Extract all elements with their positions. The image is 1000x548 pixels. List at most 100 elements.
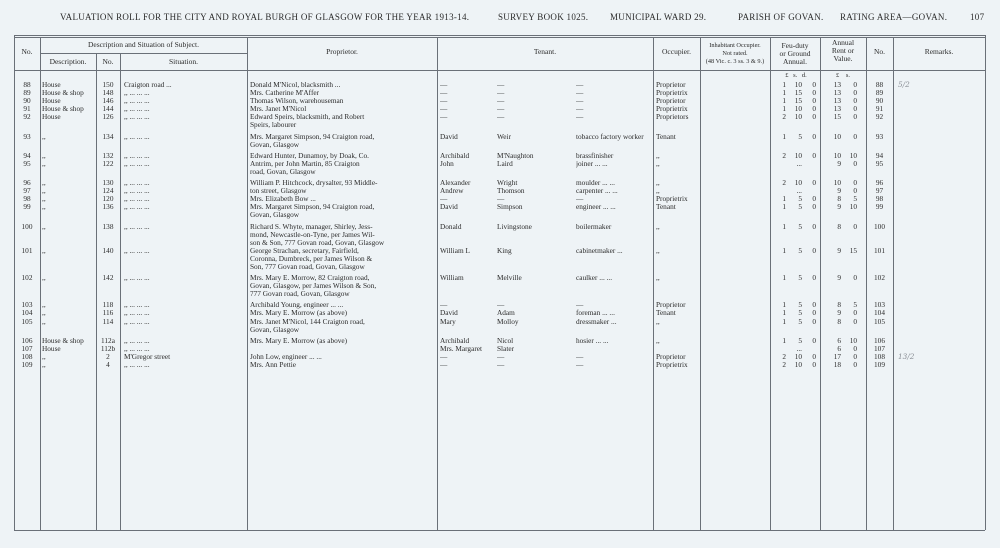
cell-fl: 1 <box>782 309 786 318</box>
table-row: Speirs, labourer <box>0 121 1000 129</box>
cell-rl: 13 <box>833 97 841 106</box>
cell-no: 98 <box>23 195 31 204</box>
rule <box>40 53 247 54</box>
cell-t3: — <box>576 97 584 106</box>
cell-occ: Tenant <box>656 203 676 212</box>
cell-fd: 0 <box>812 151 816 160</box>
cell-t2: M'Naughton <box>497 151 534 160</box>
table-body: 88 House 150 Craigton road ... Donald M'Nico… <box>0 81 1000 369</box>
cell-t1: Mrs. Margaret <box>440 344 483 353</box>
cell-fd: 0 <box>812 81 816 89</box>
table-row: 95,, 122 ,, ... ... ... Antrim, per John Ma… <box>0 160 1000 168</box>
cell-hno: 114 <box>102 317 114 326</box>
cell-no2: 98 <box>875 195 884 204</box>
cell-t3: hosier ... ... <box>576 336 609 345</box>
cell-t3: caulker ... ... <box>576 274 613 283</box>
table-row: 97,, 124 ,, ... ... ... ton street, Glasgow… <box>0 187 1000 195</box>
cell-t2: Nicol <box>497 336 514 345</box>
cell-t3: foreman ... ... <box>576 309 615 318</box>
cell-fd: 0 <box>812 179 816 188</box>
table-row: 103,, 118 ,, ... ... ... Archibald Young, e… <box>0 301 1000 309</box>
cell-prop: Archibald Young, engineer ... ... <box>250 301 344 310</box>
cell-fs: 5 <box>798 195 802 204</box>
cell-rl: 13 <box>833 81 841 89</box>
cell-prop: Mrs. Margaret Simpson, 94 Craigton road, <box>250 203 375 212</box>
cell-rl: 9 <box>837 187 841 196</box>
cell-no2: 102 <box>874 274 885 283</box>
cell-fd: 0 <box>812 113 816 122</box>
cell-prop: 777 Govan road, Govan, Glasgow <box>250 290 350 299</box>
cell-fs: 5 <box>798 309 802 318</box>
cell-t3: carpenter ... ... <box>576 187 618 196</box>
cell-occ: Proprietrix <box>656 89 688 98</box>
cell-rem: 5/2 <box>898 81 910 89</box>
cell-t1: Alexander <box>440 179 471 188</box>
cell-no2: 108 <box>874 352 885 361</box>
cell-t3: — <box>576 195 584 204</box>
cell-desc: House & shop <box>42 89 84 98</box>
cell-fl: 1 <box>782 222 786 231</box>
table-row: 100,, 138,, ... ... ... Richard S. Whyte, … <box>0 223 1000 231</box>
cell-prop: Mrs. Margaret Simpson, 94 Craigton road, <box>250 132 375 141</box>
cell-fd: 0 <box>812 274 816 283</box>
cell-rl: 8 <box>837 195 841 204</box>
cell-t3: brassfinisher <box>576 151 614 160</box>
cell-desc: House & shop <box>42 336 84 345</box>
cell-prop: Richard S. Whyte, manager, Shirley, Jess… <box>250 222 373 231</box>
cell-prop: Edward Hunter, Dunamoy, by Doak, Co. <box>250 151 370 160</box>
cell-sit: ,, ... ... ... <box>124 113 150 122</box>
cell-rl: 13 <box>833 89 841 98</box>
cell-hno: 122 <box>102 159 114 168</box>
cell-t3: — <box>576 113 584 122</box>
cell-occ: ,, <box>656 159 660 168</box>
cell-prop: Donald M'Nicol, blacksmith ... <box>250 81 341 89</box>
cell-fs: 10 <box>794 105 802 114</box>
cell-t2: — <box>497 113 505 122</box>
cell-fl: 1 <box>782 301 786 310</box>
cell-no2: 89 <box>875 89 884 98</box>
cell-rs: 10 <box>849 151 857 160</box>
table-row: Coronna, Dumbreck, per James Wilson & <box>0 255 1000 263</box>
cell-rs: 0 <box>853 81 857 89</box>
cell-desc: ,, <box>42 151 46 160</box>
cell-hno: 2 <box>106 352 110 361</box>
table-row: Govan, Glasgow <box>0 211 1000 219</box>
table-row: 777 Govan road, Govan, Glasgow <box>0 290 1000 298</box>
cell-no2: 90 <box>875 97 884 106</box>
cell-fs: 5 <box>798 246 802 255</box>
rule <box>866 37 867 530</box>
cell-t3: dressmaker ... <box>576 317 617 326</box>
rule <box>40 37 41 530</box>
header-cell: Annual Rent or Value. <box>820 39 866 63</box>
survey-book: SURVEY BOOK 1025. <box>498 12 589 22</box>
cell-no2: 103 <box>874 301 885 310</box>
cell-fl: 1 <box>782 195 786 204</box>
cell-occ: ,, <box>656 246 660 255</box>
cell-rl: 10 <box>833 151 841 160</box>
table-row: son & Son, 777 Govan road, Govan, Glasgo… <box>0 239 1000 247</box>
cell-occ: ,, <box>656 274 660 283</box>
cell-rem: 13/2 <box>898 352 915 361</box>
cell-sit: M'Gregor street <box>124 352 171 361</box>
cell-hno: 120 <box>102 195 114 204</box>
cell-desc: ,, <box>42 301 46 310</box>
cell-sit: ,, ... ... ... <box>124 246 150 255</box>
cell-no: 97 <box>23 187 31 196</box>
table-row: 106 House & shop 112a,, ... ... ... Mrs. Ma… <box>0 337 1000 345</box>
header-line: Inhabitant Occupier. <box>709 42 761 49</box>
cell-prop: Mrs. Mary E. Morrow (as above) <box>250 309 348 318</box>
cell-desc: House & shop <box>42 105 84 114</box>
cell-rl: 15 <box>833 113 841 122</box>
rule <box>820 37 821 530</box>
cell-rl: 10 <box>833 132 841 141</box>
cell-prop: Govan, Glasgow <box>250 325 300 334</box>
cell-fs: 10 <box>794 151 802 160</box>
cell-rl: 17 <box>833 352 841 361</box>
cell-desc: ,, <box>42 132 46 141</box>
rule <box>985 35 986 530</box>
header-line: (48 Vic. c. 3 ss. 3 & 9.) <box>705 58 765 65</box>
cell-rs: 0 <box>853 132 857 141</box>
cell-fs: ... <box>796 187 802 196</box>
cell-prop: Edward Speirs, blacksmith, and Robert <box>250 113 365 122</box>
